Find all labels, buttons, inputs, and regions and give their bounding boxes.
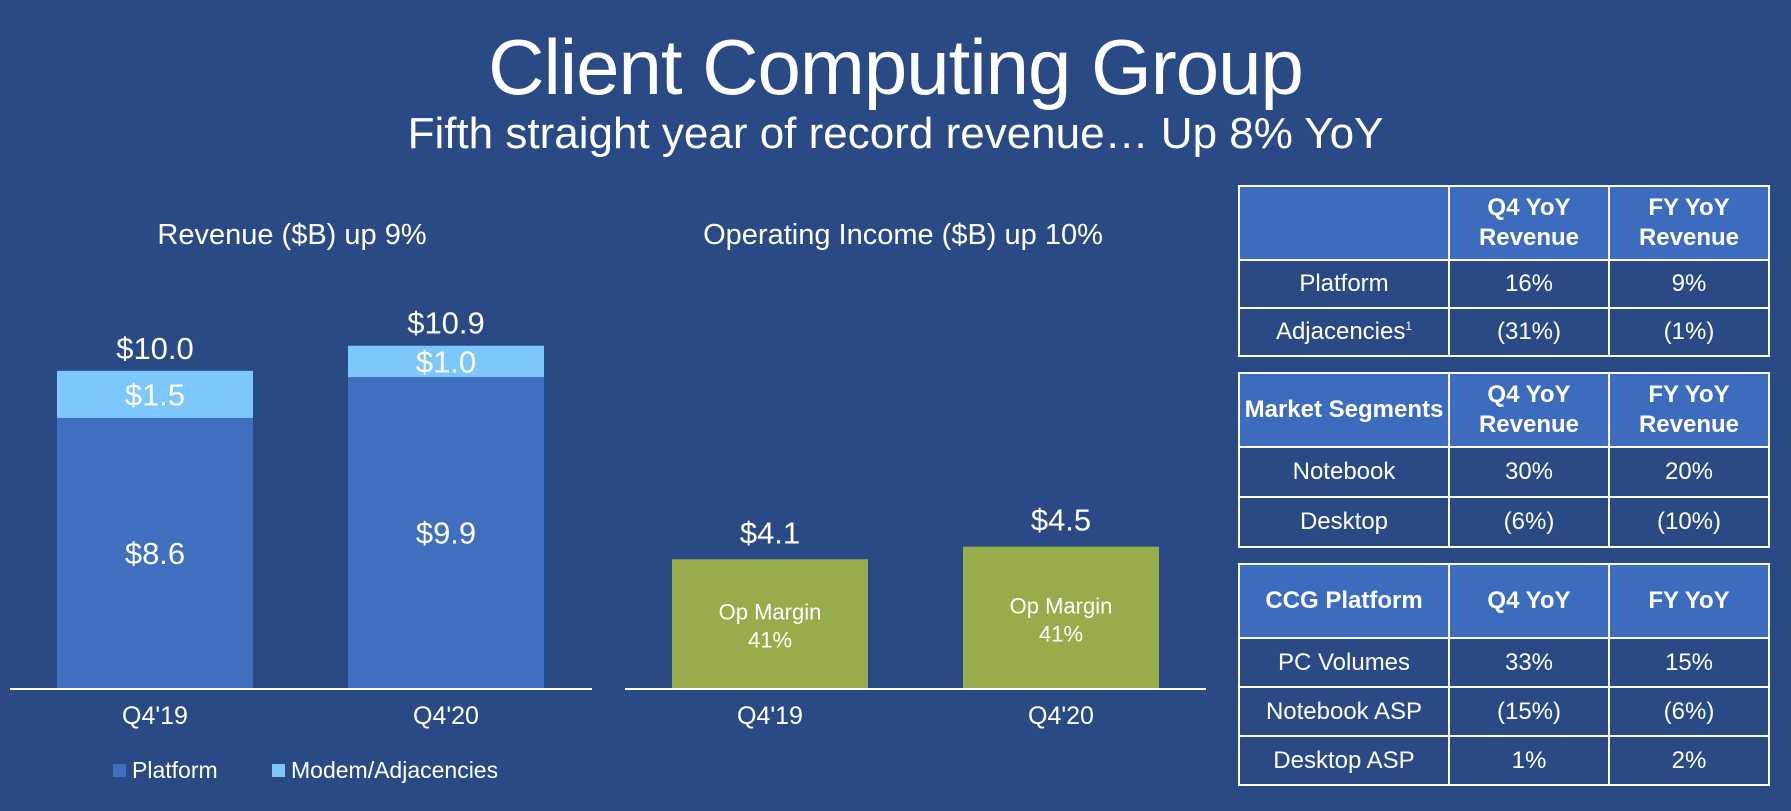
table-row: Desktop ASP 1% 2% [1238,735,1770,786]
table-row: Desktop (6%) (10%) [1238,496,1770,548]
row-label: Notebook ASP [1238,686,1450,737]
page-subtitle: Fifth straight year of record revenue… U… [407,109,1384,158]
legend-swatch-adjacencies [272,764,285,777]
table-header-row: CCG Platform Q4 YoY FY YoY [1238,563,1770,639]
fy-value: (10%) [1608,496,1770,548]
legend-label-adjacencies: Modem/Adjacencies [291,757,498,783]
row-label: Desktop [1238,496,1450,548]
fy-value: (6%) [1608,686,1770,737]
table-header-row: Q4 YoY Revenue FY YoY Revenue [1238,185,1770,261]
platform-bar [57,417,253,688]
table-header-row: Market Segments Q4 YoY Revenue FY YoY Re… [1238,372,1770,448]
op-margin-label: Op Margin [1010,593,1113,618]
platform-value-label: $8.6 [125,536,185,571]
table-header-cell: Q4 YoY Revenue [1448,185,1610,261]
ccg-platform-table: CCG Platform Q4 YoY FY YoY PC Volumes 33… [1238,563,1770,786]
row-label: Platform [1238,259,1450,309]
q4-value: 1% [1448,735,1610,786]
table-row: Notebook 30% 20% [1238,446,1770,498]
kpi-tables: Q4 YoY Revenue FY YoY Revenue Platform 1… [1238,185,1770,801]
q4-value: 30% [1448,446,1610,498]
platform-bar [348,377,544,688]
footnote-marker: 1 [1405,319,1413,333]
table-header-cell: FY YoY Revenue [1608,372,1770,448]
q4-value: 33% [1448,637,1610,688]
op-income-chart-title: Operating Income ($B) up 10% [703,219,1103,251]
total-value-label: $10.0 [116,331,194,366]
row-label: Desktop ASP [1238,735,1450,786]
row-label: Adjacencies1 [1238,307,1450,357]
table-header-cell [1238,185,1450,261]
op-margin-value: 41% [748,628,792,653]
fy-value: (1%) [1608,307,1770,357]
fy-value: 9% [1608,259,1770,309]
table-header-cell: Q4 YoY Revenue [1448,372,1610,448]
fy-value: 15% [1608,637,1770,688]
table-row: Adjacencies1 (31%) (1%) [1238,307,1770,357]
op-margin-value: 41% [1039,621,1083,646]
table-row: Platform 16% 9% [1238,259,1770,309]
table-row: Notebook ASP (15%) (6%) [1238,686,1770,737]
revenue-chart-title: Revenue ($B) up 9% [157,219,426,251]
table-header-cell: Market Segments [1238,372,1450,448]
table-header-cell: FY YoY [1608,563,1770,639]
op-income-value-label: $4.5 [1031,503,1091,538]
adjacencies-bar [348,345,544,378]
op-income-value-label: $4.1 [740,515,800,550]
x-tick-label: Q4'19 [737,702,803,730]
q4-value: (6%) [1448,496,1610,548]
op-income-bar [672,559,868,688]
q4-value: 16% [1448,259,1610,309]
x-tick-label: Q4'20 [413,702,479,730]
adjacencies-bar [57,370,253,418]
table-row: PC Volumes 33% 15% [1238,637,1770,688]
market-segments-table: Market Segments Q4 YoY Revenue FY YoY Re… [1238,372,1770,548]
table-header-cell: Q4 YoY [1448,563,1610,639]
x-tick-label: Q4'20 [1028,702,1094,730]
row-label: Notebook [1238,446,1450,498]
legend-swatch-platform [113,764,126,777]
revenue-growth-table: Q4 YoY Revenue FY YoY Revenue Platform 1… [1238,185,1770,357]
adjacencies-value-label: $1.0 [416,344,476,379]
total-value-label: $10.9 [407,306,485,341]
table-header-cell: FY YoY Revenue [1608,185,1770,261]
x-tick-label: Q4'19 [122,702,188,730]
adjacencies-value-label: $1.5 [125,377,185,412]
page-title: Client Computing Group [488,23,1304,111]
q4-value: (15%) [1448,686,1610,737]
row-label: PC Volumes [1238,637,1450,688]
table-header-cell: CCG Platform [1238,563,1450,639]
fy-value: 20% [1608,446,1770,498]
op-margin-label: Op Margin [719,600,822,625]
q4-value: (31%) [1448,307,1610,357]
fy-value: 2% [1608,735,1770,786]
op-income-bar [963,546,1159,688]
legend-label-platform: Platform [132,757,218,783]
platform-value-label: $9.9 [416,516,476,551]
